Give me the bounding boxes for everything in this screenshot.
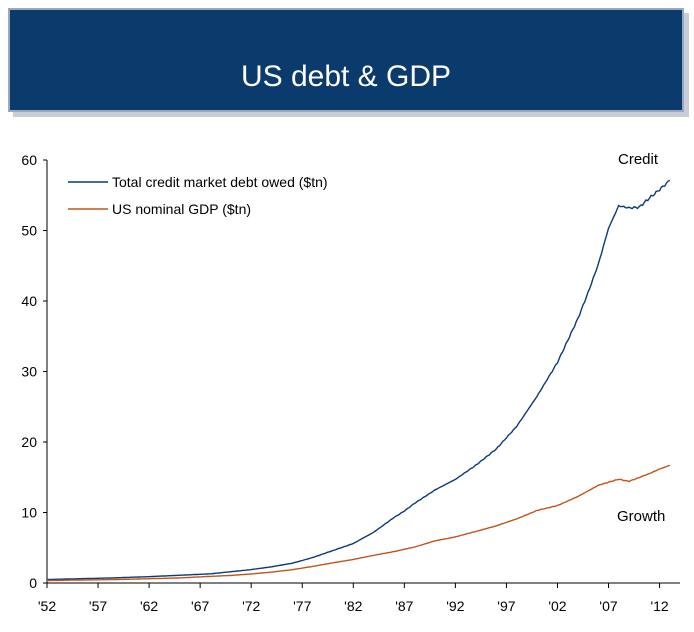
x-tick-label: '52	[38, 598, 56, 614]
x-tick-label: '87	[395, 598, 413, 614]
x-tick-label: '12	[650, 598, 668, 614]
x-tick-label: '92	[446, 598, 464, 614]
title-banner: US debt & GDP	[8, 8, 684, 112]
series-layer	[46, 179, 671, 582]
annotations: Credit Growth	[617, 151, 665, 525]
y-tick-label: 40	[21, 293, 37, 309]
x-tick-label: '82	[344, 598, 362, 614]
x-tick-label: '02	[548, 598, 566, 614]
y-tick-label: 10	[21, 505, 37, 521]
y-tick-label: 0	[29, 575, 37, 591]
annotation-growth: Growth	[617, 508, 665, 525]
y-tick-label: 60	[21, 152, 37, 168]
y-tick-label: 20	[21, 434, 37, 450]
legend: Total credit market debt owed ($tn) US no…	[68, 174, 328, 217]
x-tick-label: '57	[89, 598, 107, 614]
legend-label: Total credit market debt owed ($tn)	[112, 174, 328, 190]
x-tick-label: '77	[293, 598, 311, 614]
series-line-nominal-gdp	[47, 464, 671, 582]
annotation-credit: Credit	[618, 151, 659, 168]
x-tick-label: '07	[599, 598, 617, 614]
x-tick-label: '72	[242, 598, 260, 614]
chart-title: US debt & GDP	[240, 60, 452, 93]
x-tick-label: '62	[140, 598, 158, 614]
series-line-credit-debt	[46, 179, 671, 581]
y-tick-label: 50	[21, 223, 37, 239]
axes: 0 10 20 30 40 50 60 '52 '57 '62 '67 '72 '77 '82 '87 '92…	[21, 152, 680, 614]
x-tick-label: '97	[497, 598, 515, 614]
y-tick-label: 30	[21, 364, 37, 380]
x-tick-label: '67	[191, 598, 209, 614]
legend-label: US nominal GDP ($tn)	[112, 201, 251, 217]
